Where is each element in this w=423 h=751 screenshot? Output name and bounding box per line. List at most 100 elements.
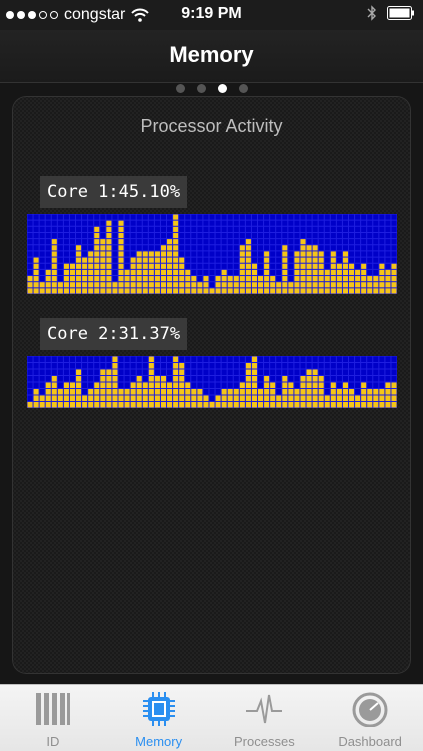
activity-block xyxy=(294,288,300,294)
page-dot-active[interactable] xyxy=(217,84,227,93)
activity-block xyxy=(361,276,367,282)
tab-bar: ID Memory Processes Dashboard xyxy=(0,684,423,751)
activity-block xyxy=(294,402,300,408)
activity-block xyxy=(130,389,136,395)
activity-block xyxy=(330,251,336,257)
activity-block xyxy=(173,239,179,245)
activity-block xyxy=(76,376,82,382)
activity-block xyxy=(167,288,173,294)
processor-activity-panel: Processor Activity Core 1: 45.10% Core 2… xyxy=(12,96,411,674)
activity-block xyxy=(173,382,179,388)
activity-block xyxy=(385,402,391,408)
activity-block xyxy=(373,402,379,408)
activity-block xyxy=(324,269,330,276)
activity-block xyxy=(294,263,300,269)
activity-block xyxy=(130,382,136,388)
activity-block xyxy=(106,402,112,408)
activity-block xyxy=(148,269,154,276)
tab-dashboard[interactable]: Dashboard xyxy=(317,685,423,751)
activity-block xyxy=(63,276,69,282)
activity-block xyxy=(379,395,385,401)
activity-block xyxy=(154,376,160,382)
activity-block xyxy=(118,245,124,251)
activity-block xyxy=(27,402,33,408)
activity-block xyxy=(33,269,39,276)
activity-block xyxy=(197,389,203,395)
activity-block xyxy=(245,369,251,375)
activity-block xyxy=(318,269,324,276)
activity-block xyxy=(282,382,288,388)
activity-block xyxy=(361,382,367,388)
activity-block xyxy=(197,282,203,288)
tab-processes[interactable]: Processes xyxy=(212,685,318,751)
activity-block xyxy=(312,369,318,375)
activity-block xyxy=(148,282,154,288)
activity-block xyxy=(173,389,179,395)
activity-block xyxy=(385,276,391,282)
activity-block xyxy=(312,376,318,382)
activity-block xyxy=(300,257,306,263)
activity-block xyxy=(264,402,270,408)
page-dot[interactable] xyxy=(196,84,206,93)
activity-block xyxy=(100,269,106,276)
activity-block xyxy=(391,269,397,276)
activity-block xyxy=(94,389,100,395)
activity-block xyxy=(100,382,106,388)
page-indicator[interactable] xyxy=(0,84,423,93)
tab-memory[interactable]: Memory xyxy=(106,685,212,751)
activity-block xyxy=(136,251,142,257)
activity-block xyxy=(136,402,142,408)
activity-block xyxy=(239,402,245,408)
activity-block xyxy=(167,382,173,388)
page-dot[interactable] xyxy=(175,84,185,93)
activity-block xyxy=(106,226,112,232)
activity-block xyxy=(282,276,288,282)
activity-block xyxy=(173,232,179,239)
activity-block xyxy=(312,395,318,401)
activity-block xyxy=(130,282,136,288)
activity-block xyxy=(173,263,179,269)
activity-block xyxy=(361,395,367,401)
activity-block xyxy=(112,369,118,375)
activity-block xyxy=(51,239,57,245)
activity-block xyxy=(57,395,63,401)
activity-block xyxy=(221,389,227,395)
activity-block xyxy=(348,288,355,294)
activity-block xyxy=(379,282,385,288)
activity-block xyxy=(167,245,173,251)
activity-block xyxy=(112,282,118,288)
activity-block xyxy=(355,269,361,276)
activity-block xyxy=(239,276,245,282)
activity-block xyxy=(167,263,173,269)
activity-block xyxy=(312,276,318,282)
activity-block xyxy=(251,363,258,369)
activity-block xyxy=(100,282,106,288)
page-dot[interactable] xyxy=(238,84,248,93)
activity-block xyxy=(185,402,191,408)
activity-block xyxy=(148,402,154,408)
activity-block xyxy=(179,402,185,408)
activity-block xyxy=(167,269,173,276)
activity-block xyxy=(124,395,130,401)
activity-block xyxy=(154,395,160,401)
activity-block xyxy=(306,369,312,375)
activity-block xyxy=(355,276,361,282)
activity-block xyxy=(300,269,306,276)
activity-block xyxy=(76,402,82,408)
activity-block xyxy=(100,276,106,282)
activity-block xyxy=(379,276,385,282)
activity-block xyxy=(179,276,185,282)
tab-id[interactable]: ID xyxy=(0,685,106,751)
activity-block xyxy=(367,395,373,401)
activity-block xyxy=(142,402,148,408)
activity-block xyxy=(27,288,33,294)
activity-block xyxy=(167,251,173,257)
activity-block xyxy=(106,220,112,226)
activity-block xyxy=(306,251,312,257)
activity-block xyxy=(63,382,69,388)
activity-block xyxy=(379,402,385,408)
wifi-icon xyxy=(131,8,150,22)
activity-block xyxy=(276,282,282,288)
activity-block xyxy=(124,288,130,294)
activity-block xyxy=(69,395,76,401)
